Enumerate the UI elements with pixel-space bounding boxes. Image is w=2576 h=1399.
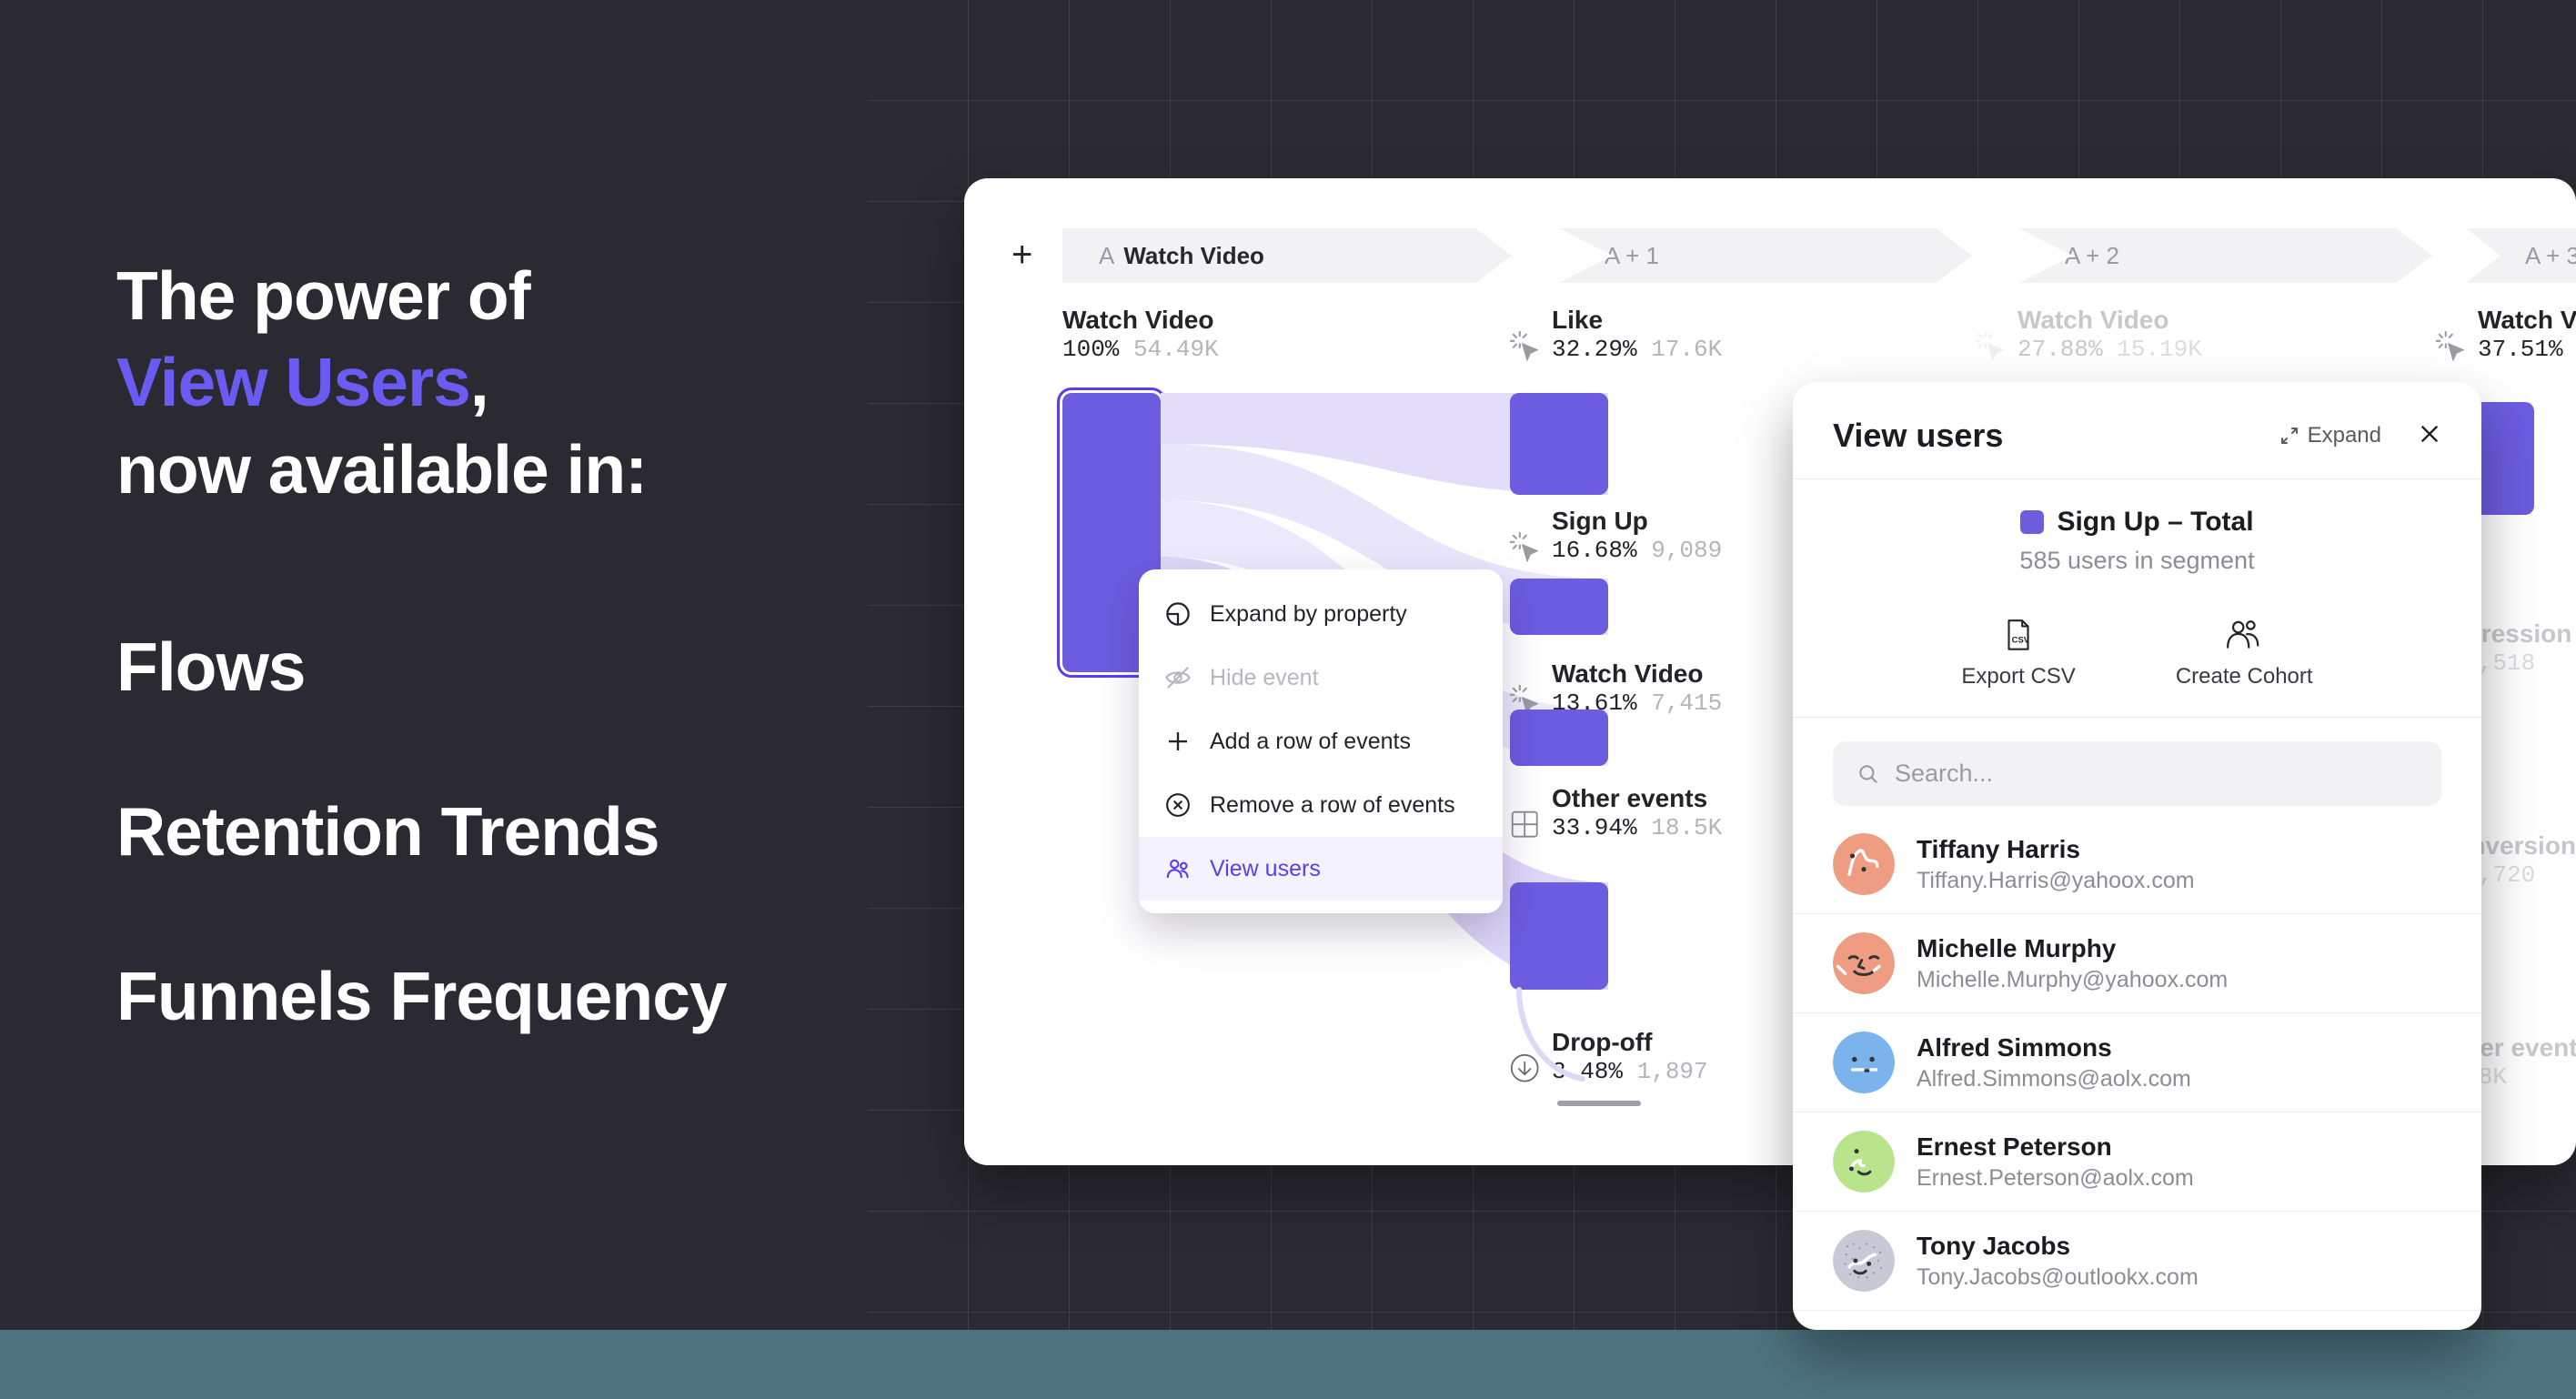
svg-text:CSV: CSV [2012,635,2030,645]
